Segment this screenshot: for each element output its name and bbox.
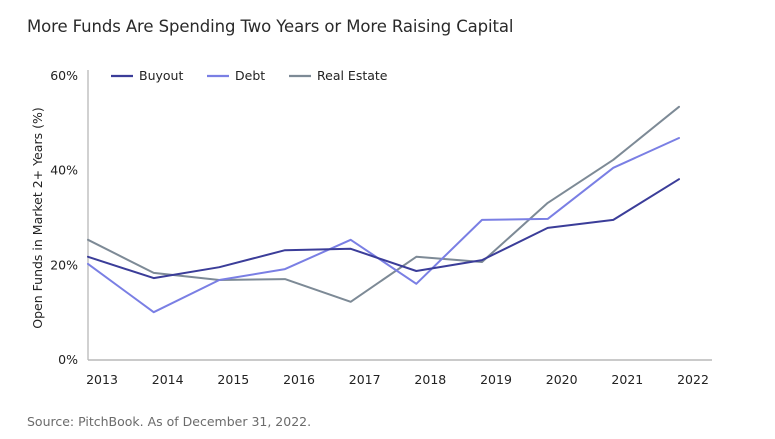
x-tick-label: 2020 (546, 372, 578, 387)
chart-title: More Funds Are Spending Two Years or Mor… (27, 17, 514, 36)
y-tick-labels: 0% 20% 40% 60% (50, 68, 78, 367)
series-lines (87, 105, 680, 314)
legend: Buyout Debt Real Estate (111, 68, 388, 83)
series-line-debt (87, 137, 680, 314)
y-tick-label: 20% (50, 257, 78, 272)
series-line-buyout (87, 178, 680, 280)
y-tick-label: 40% (50, 163, 78, 178)
y-tick-label: 60% (50, 68, 78, 83)
legend-label: Debt (235, 68, 265, 83)
x-tick-label: 2013 (86, 372, 118, 387)
legend-item-buyout: Buyout (111, 68, 183, 83)
x-tick-label: 2019 (480, 372, 512, 387)
source-note: Source: PitchBook. As of December 31, 20… (27, 414, 312, 429)
x-tick-label: 2014 (152, 372, 184, 387)
x-tick-label: 2017 (349, 372, 381, 387)
legend-item-real-estate: Real Estate (289, 68, 388, 83)
y-tick-label: 0% (58, 352, 78, 367)
legend-label: Buyout (139, 68, 183, 83)
axes (87, 70, 712, 361)
legend-label: Real Estate (317, 68, 388, 83)
y-axis-label: Open Funds in Market 2+ Years (%) (30, 107, 45, 328)
x-tick-label: 2016 (283, 372, 315, 387)
x-tick-label: 2018 (414, 372, 446, 387)
series-line-real-estate (87, 105, 680, 303)
x-tick-label: 2021 (611, 372, 643, 387)
x-tick-label: 2022 (677, 372, 709, 387)
x-tick-labels: 2013 2014 2015 2016 2017 2018 2019 2020 2021 2022 (86, 372, 709, 387)
legend-item-debt: Debt (207, 68, 265, 83)
x-tick-label: 2015 (217, 372, 249, 387)
